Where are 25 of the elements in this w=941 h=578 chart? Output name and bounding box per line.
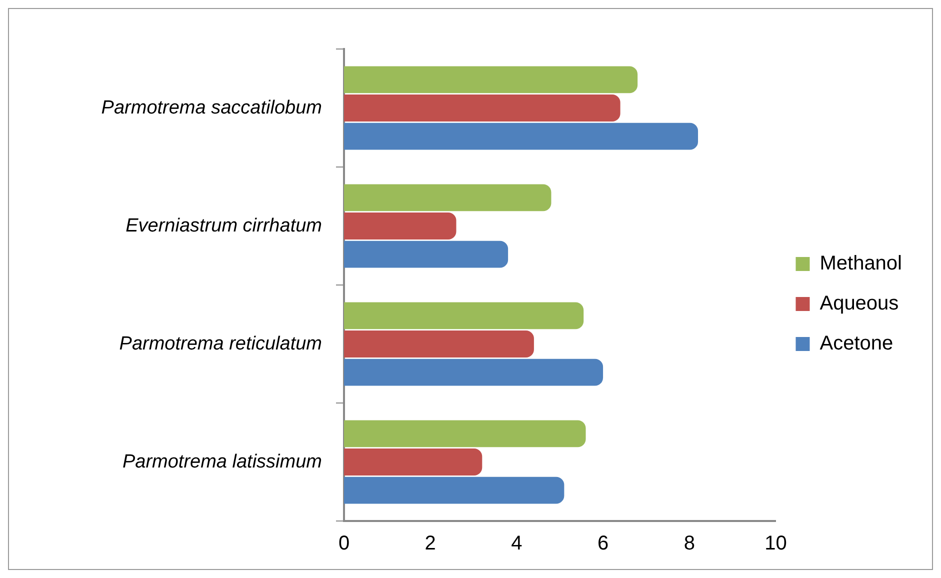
bar	[344, 66, 638, 94]
bar	[344, 420, 586, 448]
y-tick-label: Parmotrema saccatilobum	[101, 97, 322, 118]
x-tick-label: 8	[684, 532, 695, 555]
bar	[344, 358, 604, 386]
x-tick-label: 10	[764, 532, 787, 555]
legend-label: Methanol	[820, 252, 902, 275]
bar	[344, 184, 552, 212]
bar	[344, 302, 584, 330]
bar	[344, 330, 534, 358]
y-tick-label: Everniastrum cirrhatum	[126, 215, 322, 236]
bar	[344, 122, 698, 150]
x-tick-label: 4	[511, 532, 522, 555]
y-tick-label: Parmotrema reticulatum	[119, 333, 322, 354]
bar	[344, 212, 456, 240]
x-tick-label: 0	[338, 532, 350, 555]
y-tick-label: Parmotrema latissimum	[122, 451, 322, 472]
x-tick-label: 2	[424, 532, 436, 555]
bar	[344, 448, 482, 476]
x-tick-label: 6	[597, 532, 609, 555]
bar	[344, 94, 620, 122]
legend-label: Aqueous	[820, 292, 899, 315]
legend-label: Acetone	[820, 332, 894, 355]
bar	[344, 240, 508, 268]
bar	[344, 476, 564, 504]
